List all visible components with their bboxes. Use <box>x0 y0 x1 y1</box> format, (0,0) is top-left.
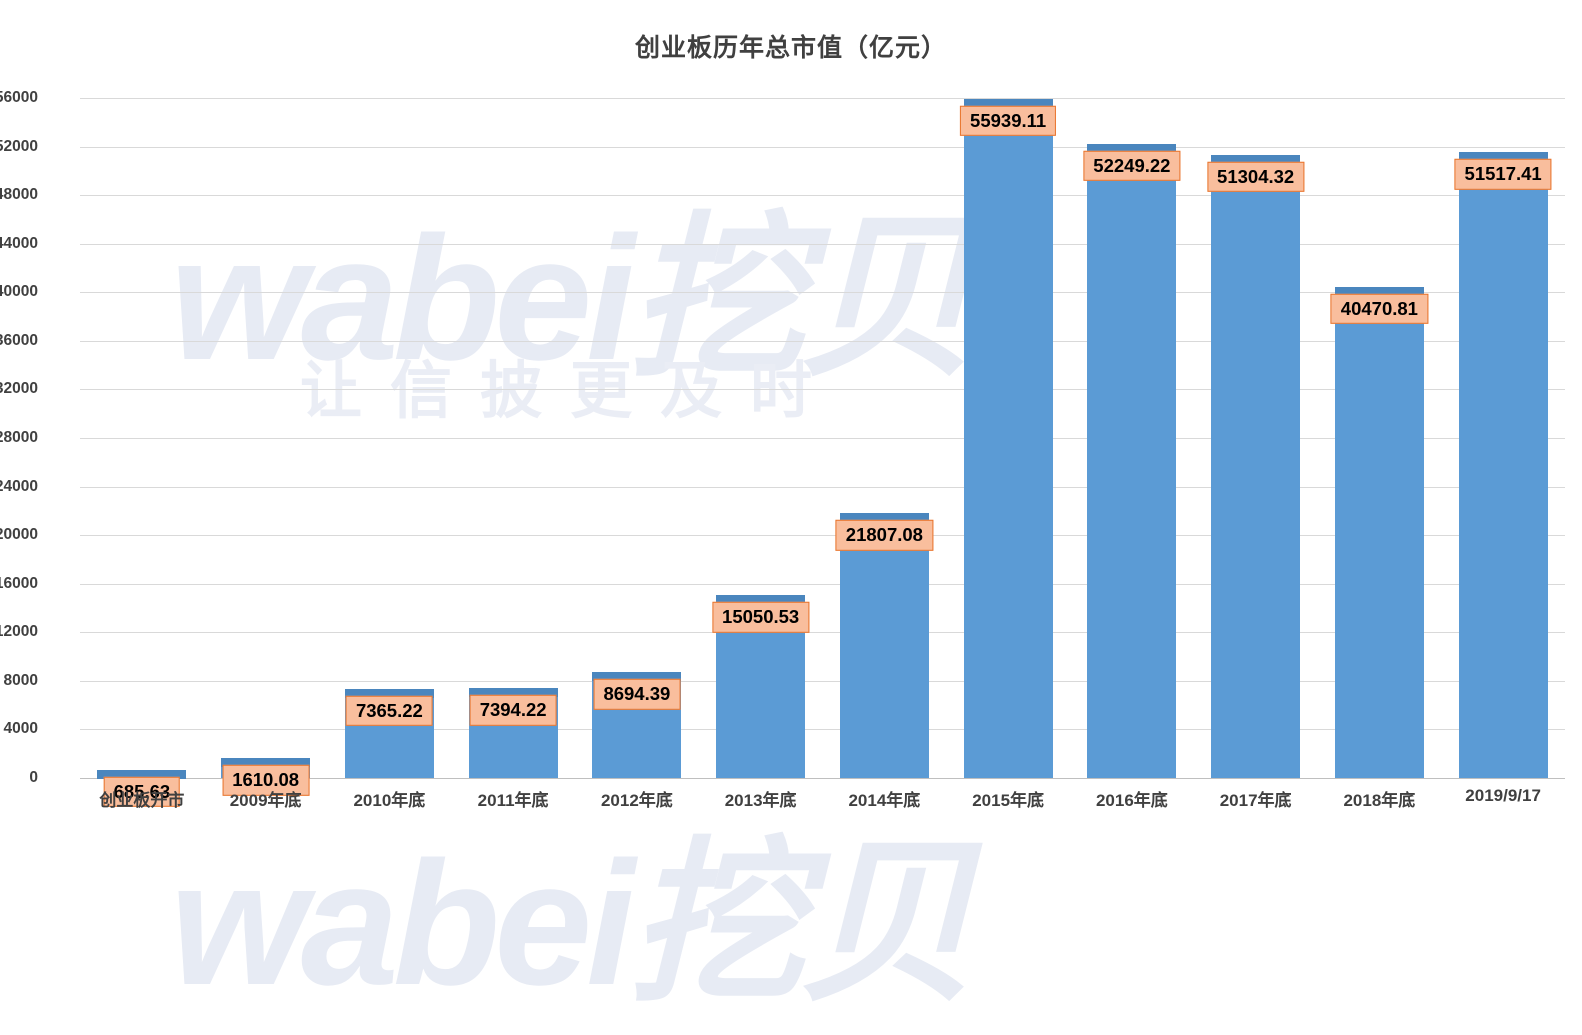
x-tick-label: 2019/9/17 <box>1465 786 1541 805</box>
bar-cap <box>1087 143 1177 153</box>
chart-title: 创业板历年总市值（亿元） <box>634 34 947 62</box>
bar-cap <box>1211 155 1301 165</box>
x-tick-label: 2010年底 <box>353 791 426 810</box>
x-tick-label: 2018年底 <box>1343 791 1416 810</box>
data-label: 685.63 <box>103 776 181 807</box>
gridline <box>80 535 1565 537</box>
x-tick-label: 2009年底 <box>229 791 302 810</box>
gridline <box>80 486 1565 488</box>
bar[interactable] <box>1458 152 1548 778</box>
bar-cap <box>592 672 682 682</box>
gridline <box>80 680 1565 682</box>
gridline <box>80 340 1565 342</box>
data-label: 7394.22 <box>469 694 557 726</box>
bar-slot <box>204 98 328 778</box>
y-tick-label: 52000 <box>0 137 38 155</box>
x-tick-label: 2015年底 <box>972 791 1045 810</box>
x-tick-label: 2012年底 <box>600 791 673 810</box>
gridline <box>80 146 1565 148</box>
y-tick-label: 56000 <box>0 89 38 106</box>
bar-slot <box>80 98 204 779</box>
y-tick-label: 24000 <box>0 477 38 495</box>
bar-cap <box>97 769 187 779</box>
y-tick-label: 4000 <box>3 720 38 738</box>
data-label: 52249.22 <box>1083 150 1181 181</box>
y-tick-label: 20000 <box>0 526 38 544</box>
bar-slot <box>575 98 699 778</box>
bar[interactable] <box>97 769 187 779</box>
bar-cap <box>963 98 1053 108</box>
bar-slot <box>1194 98 1318 778</box>
data-label: 15050.53 <box>712 602 810 633</box>
y-tick-label: 16000 <box>0 574 38 592</box>
y-tick-label: 8000 <box>3 671 38 689</box>
data-label: 55939.11 <box>960 105 1057 136</box>
gridline <box>80 389 1565 391</box>
y-tick-label: 36000 <box>0 331 38 349</box>
y-tick-label: 32000 <box>0 380 38 398</box>
gridline <box>80 632 1565 634</box>
bar-cap <box>716 595 806 605</box>
bar-slot <box>699 98 823 778</box>
x-tick-label: 2013年底 <box>724 791 797 810</box>
bars-layer: 685.63 1610.08 7365.22 7394.22 8694.39 15050.… <box>80 98 1565 807</box>
gridline <box>80 98 1565 99</box>
bar-cap <box>344 688 434 698</box>
gridline <box>80 292 1565 294</box>
bar[interactable] <box>839 513 929 778</box>
bar-cap <box>1458 152 1548 162</box>
bar[interactable] <box>963 98 1053 778</box>
bar[interactable] <box>1211 155 1301 778</box>
bar-slot <box>328 98 452 778</box>
x-tick-label: 创业板开市 <box>99 791 185 810</box>
y-tick-label: 12000 <box>0 623 38 641</box>
x-tick-label: 2014年底 <box>848 791 921 810</box>
bar-slot <box>451 98 575 778</box>
y-tick-label: 48000 <box>0 186 38 204</box>
bar[interactable] <box>1087 143 1177 778</box>
gridline <box>80 195 1565 197</box>
bar-cap <box>839 513 929 523</box>
bar-cap <box>1334 286 1424 296</box>
data-label: 40470.81 <box>1330 293 1428 324</box>
gridline <box>80 438 1565 439</box>
x-tick-label: 2016年底 <box>1095 791 1168 810</box>
y-tick-label: 44000 <box>0 234 38 252</box>
gridline <box>80 583 1565 585</box>
chart-container: wabei挖贝 让信披更及时 wabei挖贝 创业板历年总市值（亿元） 5600… <box>0 34 1565 1022</box>
bar-slot <box>1441 98 1565 778</box>
y-tick-label: 0 <box>29 769 38 786</box>
bar-slot <box>1070 98 1194 778</box>
watermark-bottom: wabei挖贝 <box>170 826 975 1022</box>
bar[interactable] <box>1334 286 1424 778</box>
plot-area: 5600052000480004400040000360003200028000… <box>0 89 1565 786</box>
x-axis-line <box>80 778 1565 779</box>
bar-cap <box>468 688 558 698</box>
data-label: 7365.22 <box>345 695 433 726</box>
x-axis-labels: 创业板开市 2009年底 2010年底 2011年底 2012年底 2013年底 2014年… <box>80 786 1565 816</box>
bar-slot <box>1318 98 1442 778</box>
bar-slot <box>823 98 947 778</box>
data-label: 51517.41 <box>1454 159 1552 190</box>
data-label: 1610.08 <box>222 765 310 796</box>
x-tick-label: 2017年底 <box>1219 791 1292 810</box>
x-tick-label: 2011年底 <box>477 791 549 810</box>
gridline <box>80 243 1565 245</box>
gridline <box>80 729 1565 731</box>
data-label: 21807.08 <box>835 519 933 551</box>
data-label: 8694.39 <box>593 679 681 710</box>
y-tick-label: 28000 <box>0 429 38 446</box>
data-label: 51304.32 <box>1207 161 1305 193</box>
bar-cap <box>221 758 311 768</box>
bar-slot <box>946 98 1070 778</box>
